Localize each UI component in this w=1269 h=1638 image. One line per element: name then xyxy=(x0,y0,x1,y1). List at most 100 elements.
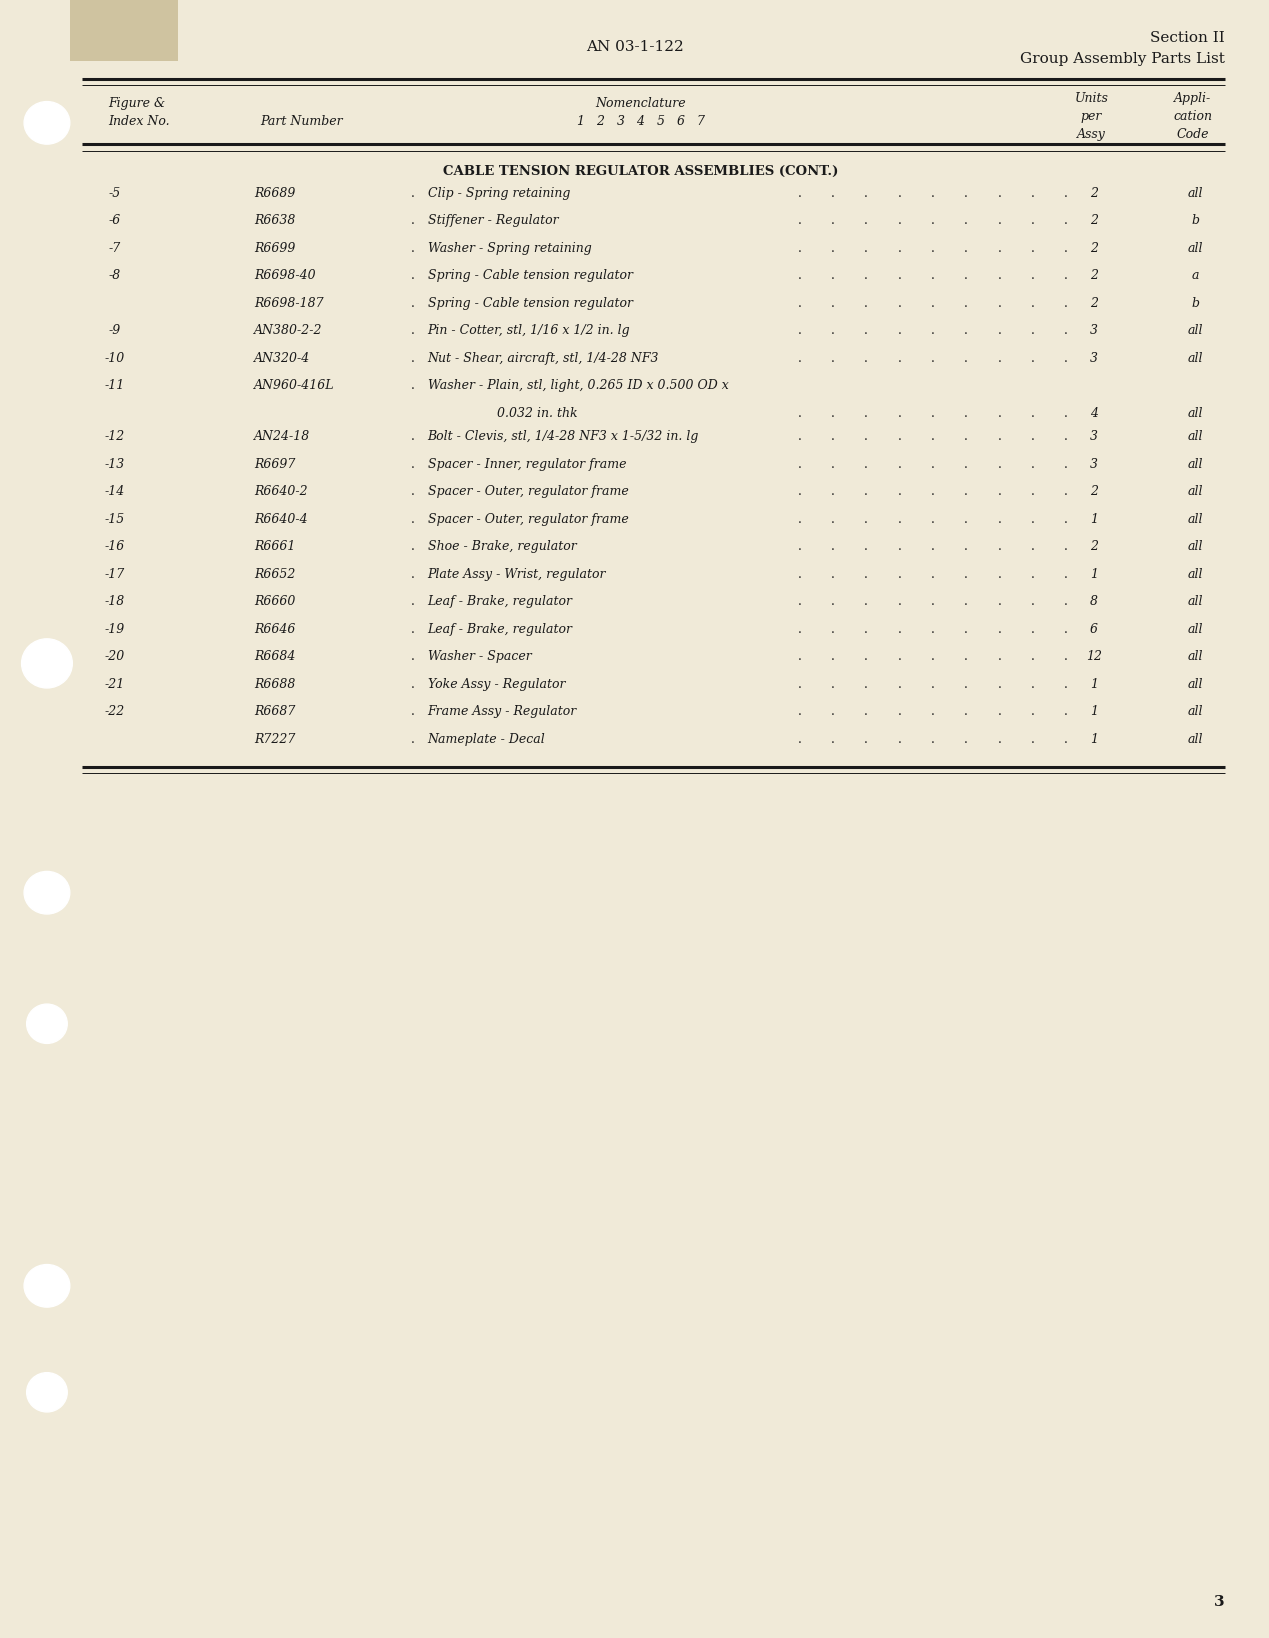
Text: .: . xyxy=(964,187,968,200)
Text: .: . xyxy=(797,269,802,282)
Text: .: . xyxy=(831,541,835,554)
Text: all: all xyxy=(1188,732,1203,745)
Text: all: all xyxy=(1188,324,1203,337)
Text: .: . xyxy=(1063,622,1068,636)
Text: .: . xyxy=(1063,732,1068,745)
Text: .: . xyxy=(997,406,1001,419)
Text: .: . xyxy=(797,622,802,636)
Text: .: . xyxy=(897,485,901,498)
Text: .: . xyxy=(930,706,935,719)
Text: R6661: R6661 xyxy=(254,541,296,554)
Ellipse shape xyxy=(22,639,72,688)
Text: .: . xyxy=(897,622,901,636)
Text: .: . xyxy=(797,324,802,337)
Text: .: . xyxy=(997,485,1001,498)
Text: .: . xyxy=(1030,622,1034,636)
Text: .: . xyxy=(1063,324,1068,337)
Text: .: . xyxy=(1063,650,1068,663)
Text: .: . xyxy=(410,352,415,365)
Text: .: . xyxy=(897,431,901,444)
Text: .: . xyxy=(964,485,968,498)
Text: .: . xyxy=(997,352,1001,365)
Text: .: . xyxy=(410,485,415,498)
Text: .: . xyxy=(1030,706,1034,719)
Text: .: . xyxy=(1063,242,1068,256)
Text: .: . xyxy=(831,568,835,581)
Text: .: . xyxy=(997,269,1001,282)
Text: .: . xyxy=(831,678,835,691)
Text: Plate Assy - Wrist, regulator: Plate Assy - Wrist, regulator xyxy=(428,568,607,581)
Text: .: . xyxy=(930,541,935,554)
Text: .: . xyxy=(410,622,415,636)
Text: 2: 2 xyxy=(1090,215,1098,228)
Text: -9: -9 xyxy=(108,324,121,337)
Text: .: . xyxy=(410,732,415,745)
Text: .: . xyxy=(930,296,935,310)
Text: cation: cation xyxy=(1174,110,1212,123)
Text: Spring - Cable tension regulator: Spring - Cable tension regulator xyxy=(428,269,633,282)
Text: 1   2   3   4   5   6   7: 1 2 3 4 5 6 7 xyxy=(577,115,704,128)
Text: Assy: Assy xyxy=(1077,128,1105,141)
Text: 1: 1 xyxy=(1090,706,1098,719)
Text: .: . xyxy=(797,457,802,470)
Text: .: . xyxy=(1030,678,1034,691)
Text: -17: -17 xyxy=(104,568,124,581)
Text: Nut - Shear, aircraft, stl, 1/4-28 NF3: Nut - Shear, aircraft, stl, 1/4-28 NF3 xyxy=(428,352,659,365)
Text: .: . xyxy=(1063,457,1068,470)
Text: .: . xyxy=(797,595,802,608)
Text: .: . xyxy=(831,352,835,365)
Text: CABLE TENSION REGULATOR ASSEMBLIES (CONT.): CABLE TENSION REGULATOR ASSEMBLIES (CONT… xyxy=(443,165,839,179)
Text: .: . xyxy=(864,541,868,554)
Text: 2: 2 xyxy=(1090,187,1098,200)
Text: -11: -11 xyxy=(104,380,124,393)
Text: R7227: R7227 xyxy=(254,732,296,745)
Text: .: . xyxy=(1063,541,1068,554)
Text: 3: 3 xyxy=(1090,457,1098,470)
Text: .: . xyxy=(964,352,968,365)
Text: .: . xyxy=(964,269,968,282)
Text: .: . xyxy=(864,269,868,282)
Text: all: all xyxy=(1188,242,1203,256)
Text: .: . xyxy=(410,513,415,526)
Text: .: . xyxy=(1030,732,1034,745)
Text: AN380-2-2: AN380-2-2 xyxy=(254,324,322,337)
Text: .: . xyxy=(410,595,415,608)
Text: .: . xyxy=(964,296,968,310)
Text: .: . xyxy=(964,732,968,745)
Text: .: . xyxy=(1030,513,1034,526)
Text: Shoe - Brake, regulator: Shoe - Brake, regulator xyxy=(428,541,576,554)
Text: .: . xyxy=(864,242,868,256)
Text: .: . xyxy=(410,296,415,310)
Text: .: . xyxy=(864,187,868,200)
Text: .: . xyxy=(997,431,1001,444)
Text: -6: -6 xyxy=(108,215,121,228)
Text: .: . xyxy=(864,513,868,526)
Text: all: all xyxy=(1188,595,1203,608)
Text: .: . xyxy=(997,706,1001,719)
Text: all: all xyxy=(1188,541,1203,554)
Text: .: . xyxy=(997,296,1001,310)
Text: .: . xyxy=(831,513,835,526)
Text: .: . xyxy=(964,706,968,719)
Text: .: . xyxy=(797,296,802,310)
Text: Pin - Cotter, stl, 1/16 x 1/2 in. lg: Pin - Cotter, stl, 1/16 x 1/2 in. lg xyxy=(428,324,631,337)
Text: .: . xyxy=(864,457,868,470)
Text: .: . xyxy=(864,296,868,310)
Ellipse shape xyxy=(24,871,70,914)
Text: .: . xyxy=(831,242,835,256)
Text: .: . xyxy=(1030,568,1034,581)
Text: .: . xyxy=(1063,595,1068,608)
Text: .: . xyxy=(831,732,835,745)
Text: R6689: R6689 xyxy=(254,187,296,200)
Text: .: . xyxy=(997,650,1001,663)
Text: Figure &: Figure & xyxy=(108,97,165,110)
Text: all: all xyxy=(1188,568,1203,581)
Text: Leaf - Brake, regulator: Leaf - Brake, regulator xyxy=(428,595,572,608)
Text: .: . xyxy=(864,678,868,691)
Text: .: . xyxy=(997,242,1001,256)
Text: -20: -20 xyxy=(104,650,124,663)
Text: .: . xyxy=(797,215,802,228)
Text: Bolt - Clevis, stl, 1/4-28 NF3 x 1-5/32 in. lg: Bolt - Clevis, stl, 1/4-28 NF3 x 1-5/32 … xyxy=(428,431,699,444)
Text: Part Number: Part Number xyxy=(260,115,343,128)
Text: Section II: Section II xyxy=(1150,31,1225,44)
